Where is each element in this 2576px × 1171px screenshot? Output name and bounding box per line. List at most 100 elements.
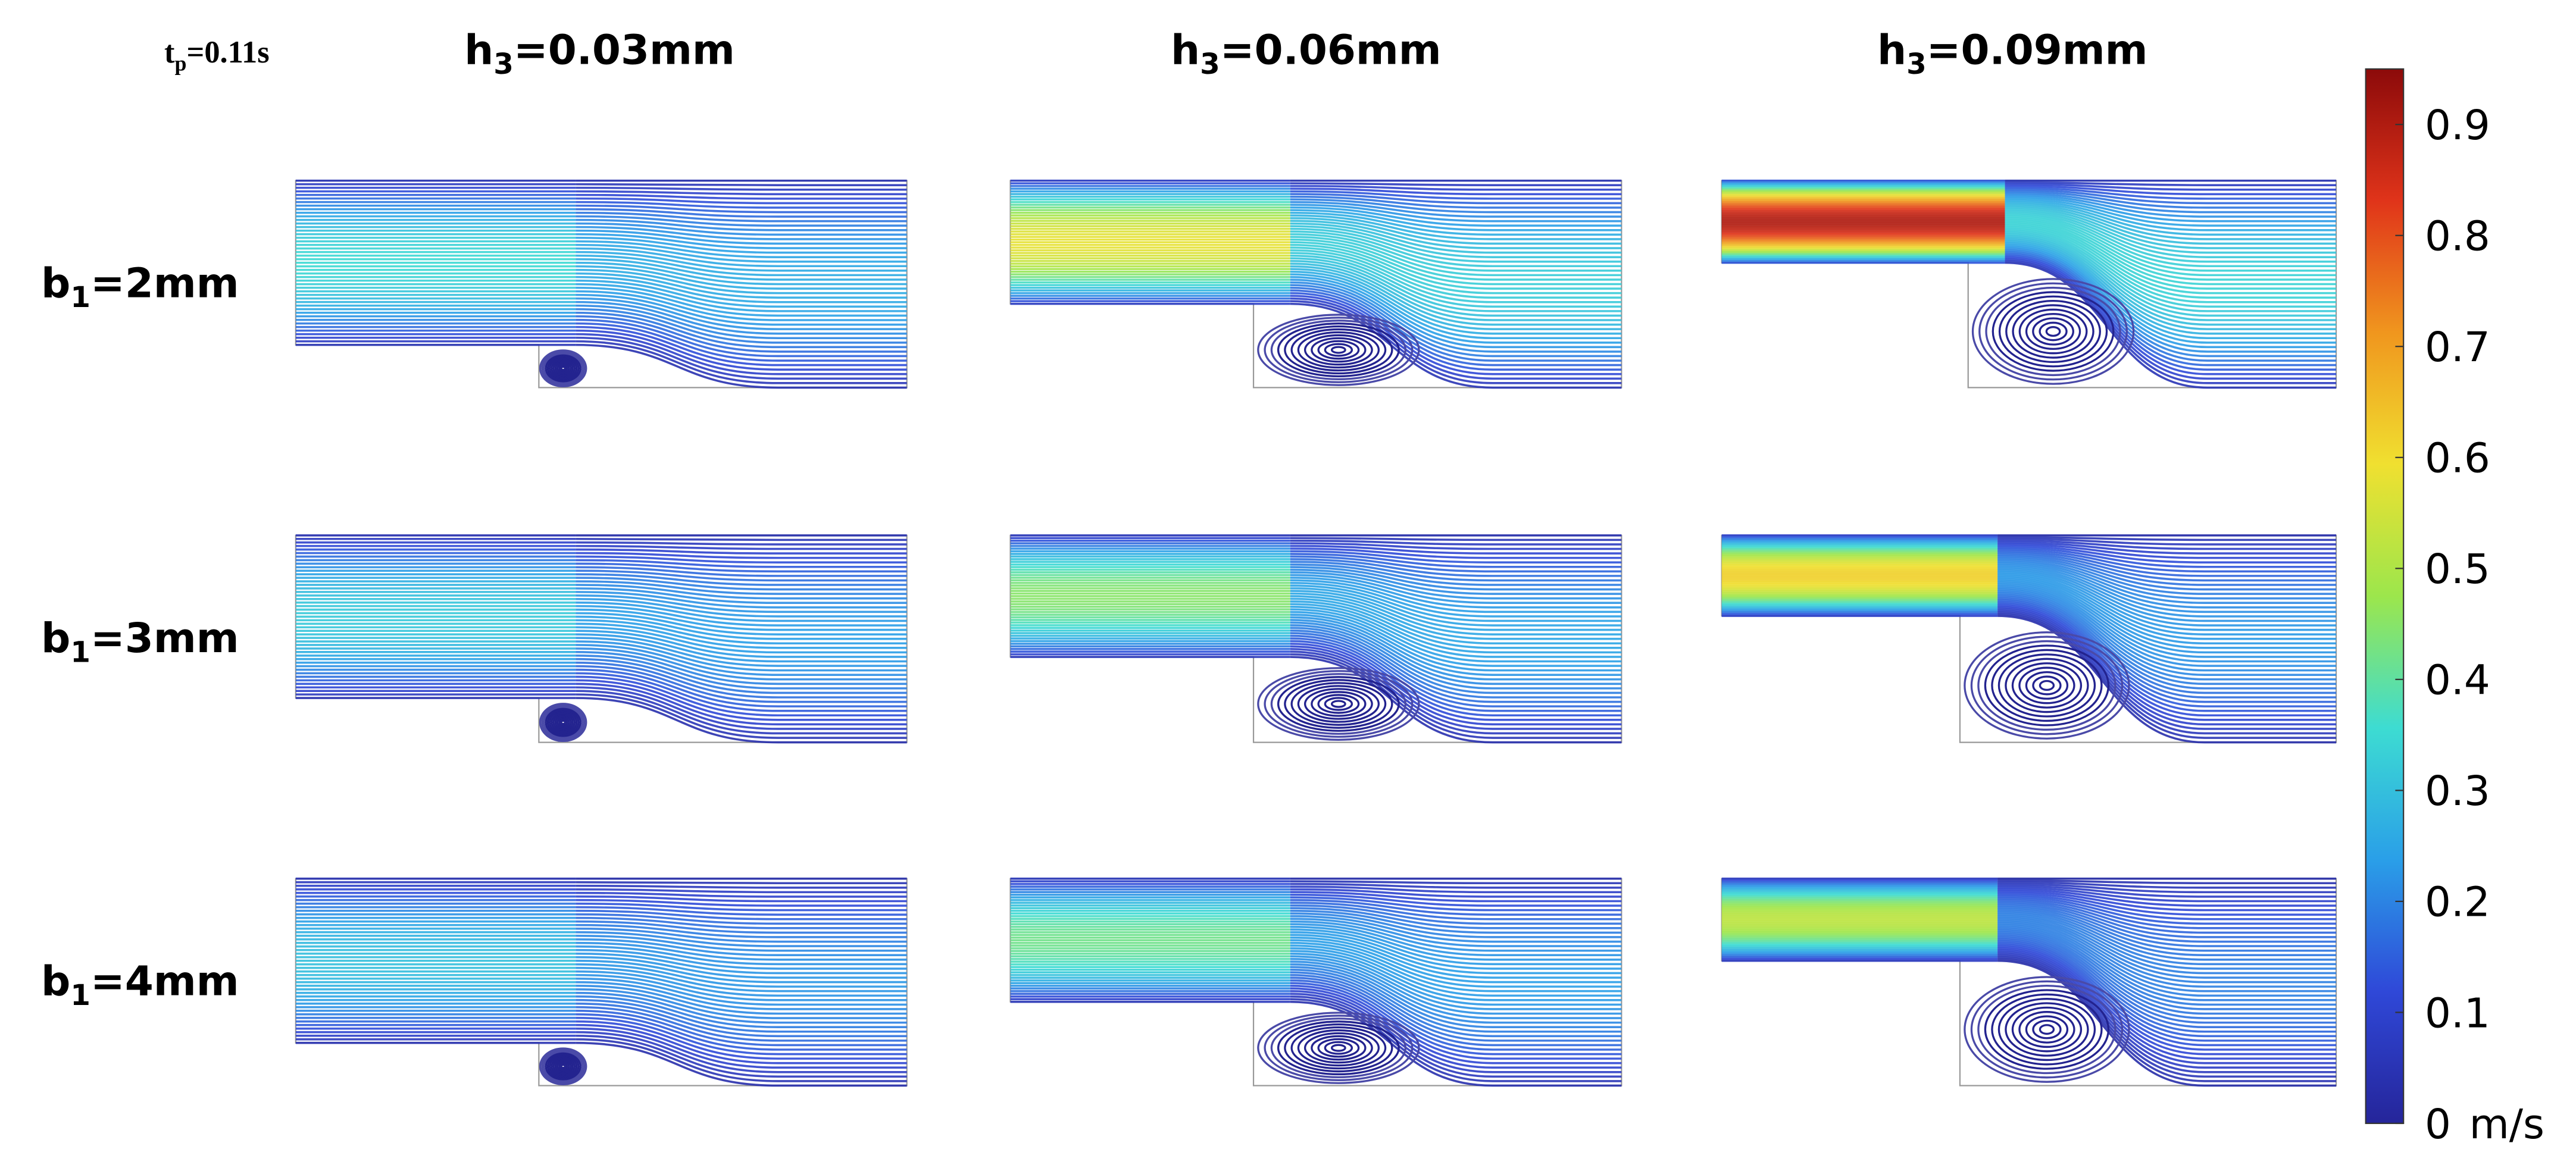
streamline-panel [1009, 179, 1622, 389]
streamline [576, 555, 907, 563]
streamline [1290, 259, 1622, 317]
streamline [1997, 954, 2337, 1073]
vortex-line [2012, 304, 2094, 359]
streamline [1290, 249, 1622, 299]
vortex-line [1964, 631, 2130, 740]
streamline [1997, 537, 2337, 546]
streamline [1290, 595, 1622, 640]
streamline [576, 569, 907, 582]
streamline [1997, 552, 2337, 582]
vortex-line [1311, 337, 1367, 363]
streamline [576, 300, 907, 335]
streamline [1290, 898, 1622, 916]
streamline [576, 562, 907, 573]
streamline [1290, 952, 1622, 1006]
colorbar-tick-label: 0.1 [2425, 990, 2490, 1037]
streamline [1290, 273, 1622, 340]
streamline [1290, 619, 1622, 681]
streamline [576, 644, 907, 676]
streamline [576, 630, 907, 658]
streamline [576, 279, 907, 308]
streamline [2005, 256, 2337, 375]
subscript: 3 [1906, 48, 1927, 81]
subscript: p [174, 52, 186, 76]
streamline [1290, 966, 1622, 1028]
vortex-line [1330, 346, 1346, 354]
streamline [576, 995, 907, 1028]
streamline [576, 336, 907, 380]
streamline [576, 211, 907, 223]
streamline [1997, 562, 2337, 609]
streamline [1997, 546, 2337, 568]
streamline [576, 308, 907, 344]
vortex-line [1257, 667, 1420, 741]
vortex-line [1264, 1015, 1414, 1081]
streamline [1290, 918, 1622, 947]
streamline [576, 272, 907, 299]
streamline [1290, 984, 1622, 1060]
streamline [1290, 603, 1622, 654]
streamline [1997, 920, 2337, 988]
vortex-line [1257, 1012, 1420, 1084]
streamline [1290, 265, 1622, 326]
streamline [576, 208, 907, 218]
streamline [1290, 632, 1622, 703]
streamline [1997, 897, 2337, 929]
streamline [1290, 592, 1622, 635]
streamline [576, 619, 907, 645]
streamline [576, 973, 907, 1001]
streamline [576, 945, 907, 966]
streamline [576, 998, 907, 1033]
streamline [2005, 199, 2337, 231]
streamline [1290, 561, 1622, 582]
streamline [576, 268, 907, 295]
streamline [1997, 541, 2337, 555]
streamline [576, 923, 907, 938]
streamline [2005, 233, 2337, 317]
value: =4mm [90, 958, 239, 1006]
streamline [1290, 254, 1622, 308]
streamline [576, 197, 907, 205]
streamline [576, 311, 907, 349]
streamline [1290, 190, 1622, 200]
streamline [1290, 656, 1622, 744]
streamline [576, 204, 907, 214]
vortex-line [554, 1059, 572, 1073]
streamline [1997, 571, 2337, 631]
streamline [1997, 898, 2337, 934]
streamline [1290, 184, 1622, 191]
vortex-line [552, 713, 574, 731]
subscript: 1 [70, 281, 90, 314]
streamline [1290, 550, 1622, 563]
streamline [1997, 574, 2337, 640]
streamline [1290, 252, 1622, 303]
subscript: 1 [70, 979, 90, 1012]
streamline [1997, 893, 2337, 920]
streamline [1290, 915, 1622, 943]
streamline [576, 537, 907, 541]
streamline [1290, 653, 1622, 739]
streamline [1290, 547, 1622, 559]
streamline [1997, 922, 2337, 992]
streamline [1290, 233, 1622, 272]
streamline [576, 318, 907, 358]
symbol: t [164, 35, 175, 70]
streamline [2005, 243, 2337, 344]
streamline [1290, 979, 1622, 1051]
streamline [576, 881, 907, 885]
streamline [576, 544, 907, 550]
vortex-line [1297, 685, 1380, 723]
streamline [1290, 907, 1622, 929]
vortex-line [1303, 1032, 1373, 1064]
streamline [1290, 923, 1622, 957]
streamline [1997, 959, 2337, 1087]
streamline [2005, 224, 2337, 295]
streamline [1997, 590, 2337, 681]
streamline [2005, 238, 2337, 330]
streamline [1997, 950, 2337, 1064]
label: h3=0.09mm [1877, 27, 2148, 82]
vortex-line [2005, 1002, 2089, 1057]
streamline [1290, 579, 1622, 613]
streamline [1290, 182, 1622, 186]
vortex-line [1330, 1044, 1346, 1052]
